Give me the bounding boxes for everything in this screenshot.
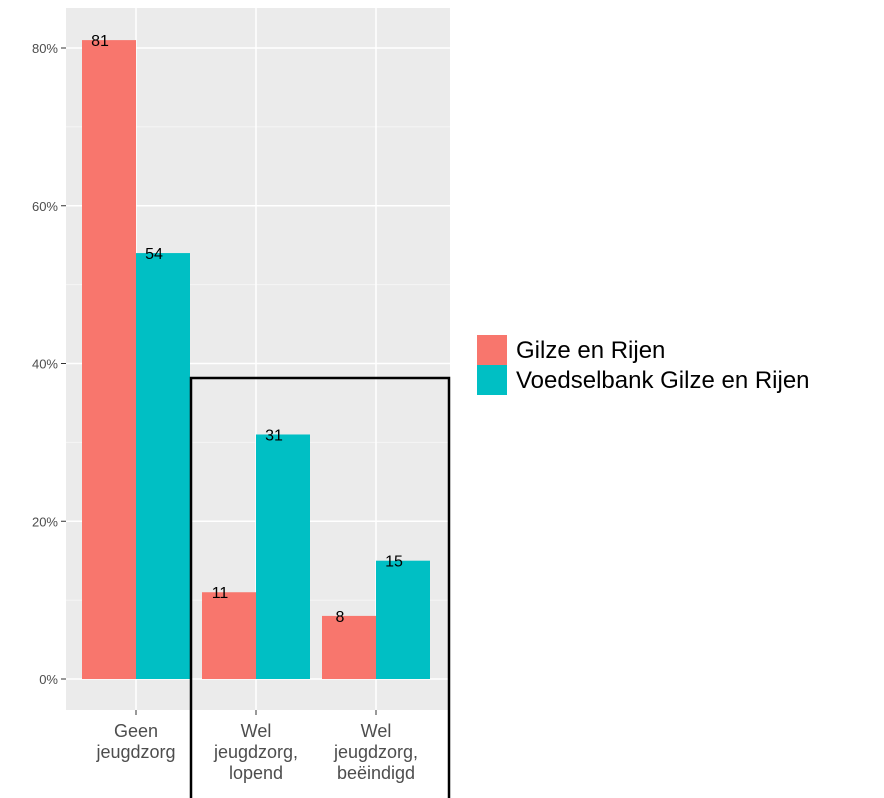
y-tick-label: 20%: [32, 514, 58, 529]
data-label: 54: [145, 246, 163, 263]
data-label: 15: [385, 554, 403, 571]
x-category-label: Geen jeugdzorg: [95, 721, 175, 762]
data-label: 31: [265, 427, 283, 444]
data-label: 81: [91, 33, 109, 50]
bar-gilze-0: [82, 40, 136, 680]
bar-gilze-2: [322, 615, 376, 679]
legend-swatch: [477, 335, 507, 365]
bar-voedselbank-2: [376, 560, 430, 679]
data-label: 8: [336, 609, 345, 626]
data-label: 11: [212, 585, 229, 602]
legend: Gilze en Rijen Voedselbank Gilze en Rijen: [477, 335, 810, 395]
legend-label: Voedselbank Gilze en Rijen: [516, 367, 810, 394]
x-axis: Geen jeugdzorg Wel jeugdzorg, lopend Wel jeugd…: [95, 710, 418, 783]
x-category-label: Wel jeugdzorg, lopend: [213, 721, 298, 783]
bar-voedselbank-1: [256, 434, 310, 679]
y-tick-label: 60%: [32, 199, 58, 214]
y-tick-label: 80%: [32, 41, 58, 56]
bar-gilze-1: [202, 592, 256, 679]
legend-swatch: [477, 365, 507, 395]
legend-label: Gilze en Rijen: [516, 337, 665, 364]
data-labels: 81 11 8 54 31 15: [91, 33, 403, 626]
y-tick-label: 40%: [32, 357, 58, 372]
highlight-box: [189, 376, 451, 798]
y-axis: 0% 20% 40% 60% 80%: [32, 41, 66, 687]
bar-voedselbank-0: [136, 253, 190, 679]
y-tick-label: 0%: [39, 672, 58, 687]
x-category-label: Wel jeugdzorg, beëindigd: [333, 721, 418, 783]
bars: [82, 40, 430, 680]
